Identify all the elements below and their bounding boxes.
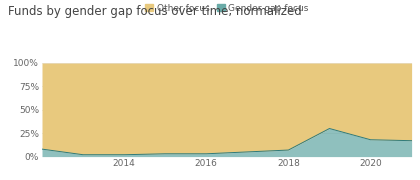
Text: Funds by gender gap focus over time, normalized: Funds by gender gap focus over time, nor… <box>8 5 302 18</box>
Legend: Other focus, Gender gap focus: Other focus, Gender gap focus <box>141 0 312 16</box>
